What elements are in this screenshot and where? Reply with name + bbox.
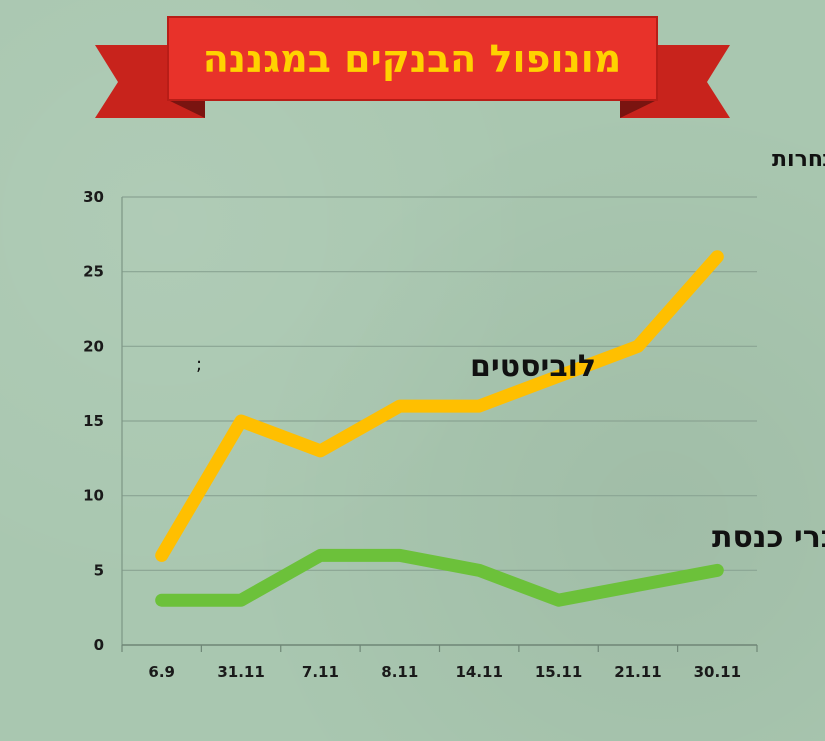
- axes: [121, 197, 758, 652]
- title-banner: מונופול הבנקים במגננה: [95, 16, 730, 118]
- y-tick-label-20: 20: [83, 337, 104, 355]
- series-0-point-3: [399, 405, 401, 407]
- y-tick-labels: 0 5 10 15 20 25 30: [83, 188, 104, 654]
- x-tick-label-30.11: 30.11: [694, 663, 741, 681]
- y-tick-label-0: 0: [94, 636, 104, 654]
- x-tick-label-15.11: 15.11: [535, 663, 582, 681]
- banner-title: מונופול הבנקים במגננה: [203, 37, 622, 81]
- chart-title: נוכחות בדיונים על פתיחת שוק הבנקים לתחרו…: [772, 147, 825, 172]
- series-0-point-1: [240, 420, 242, 422]
- x-tick-label-6.9: 6.9: [148, 663, 175, 681]
- series-1-point-3: [399, 554, 401, 556]
- series-0-point-5: [558, 375, 560, 377]
- y-tick-label-10: 10: [83, 487, 104, 505]
- grid: [122, 196, 757, 571]
- series-0-point-4: [478, 405, 480, 407]
- series-1-point-7: [716, 569, 718, 571]
- x-tick-label-14.11: 14.11: [455, 663, 502, 681]
- series-1-point-4: [478, 569, 480, 571]
- x-tick-label-21.11: 21.11: [614, 663, 661, 681]
- x-tick-labels: 6.9 31.11 7.11 8.11 14.11 15.11 21.11 30.11: [148, 663, 741, 681]
- series-line-1: [155, 548, 724, 607]
- series-0-point-0: [161, 554, 163, 556]
- series-lines: [155, 250, 724, 607]
- series-1-point-5: [558, 599, 560, 601]
- y-tick-label-15: 15: [83, 412, 104, 430]
- series-0-point-7: [716, 256, 718, 258]
- ribbon-main: [167, 16, 658, 101]
- y-tick-label-30: 30: [83, 188, 104, 206]
- ribbon-left-fold: [168, 100, 205, 118]
- ribbon-right-fold: [620, 100, 657, 118]
- y-tick-label-25: 25: [83, 263, 104, 281]
- x-tick-label-8.11: 8.11: [381, 663, 418, 681]
- x-tick-label-31.11: 31.11: [217, 663, 264, 681]
- series-label-mks: חברי כנסת: [712, 520, 825, 555]
- series-0-point-2: [319, 450, 321, 452]
- series-1-point-6: [637, 584, 639, 586]
- series-line-0: [155, 250, 724, 562]
- series-1-point-0: [161, 599, 163, 601]
- x-tick-label-7.11: 7.11: [302, 663, 339, 681]
- series-label-lobbyists: לוביסטים: [470, 349, 596, 384]
- series-0-point-6: [637, 345, 639, 347]
- series-1-point-1: [240, 599, 242, 601]
- series-1-point-2: [319, 554, 321, 556]
- annotation-mark: ;: [196, 354, 202, 375]
- y-tick-label-5: 5: [94, 561, 104, 579]
